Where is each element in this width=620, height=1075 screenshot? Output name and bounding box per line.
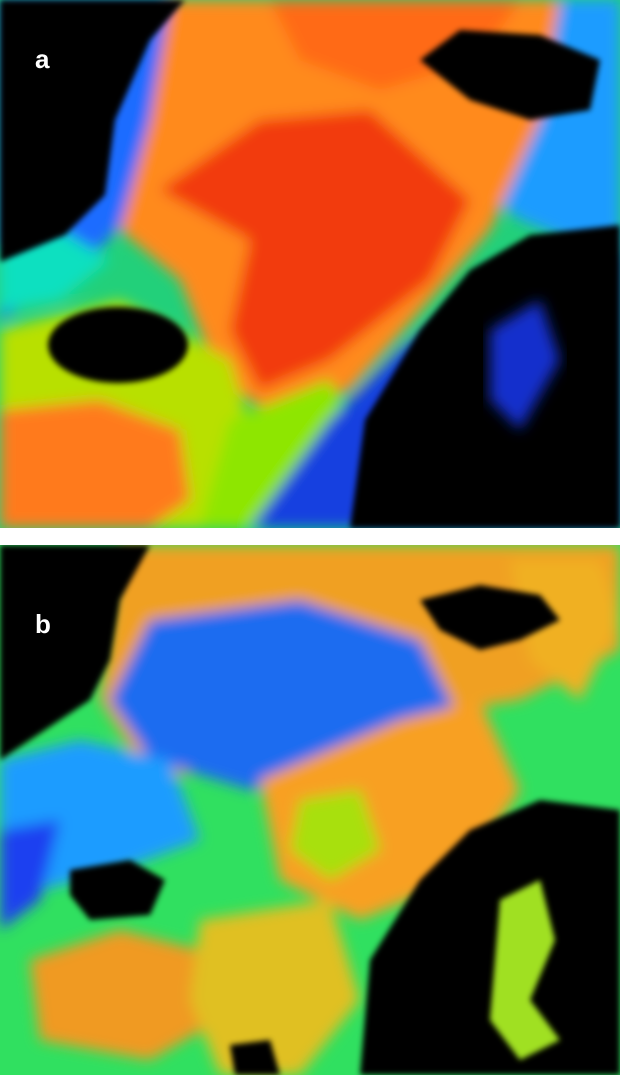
panel-label: a (35, 44, 50, 74)
figure: a b (0, 0, 620, 1075)
panel-b-map: b (0, 545, 620, 1075)
panel-a-map: a (0, 0, 620, 528)
panel-label: b (35, 609, 51, 639)
